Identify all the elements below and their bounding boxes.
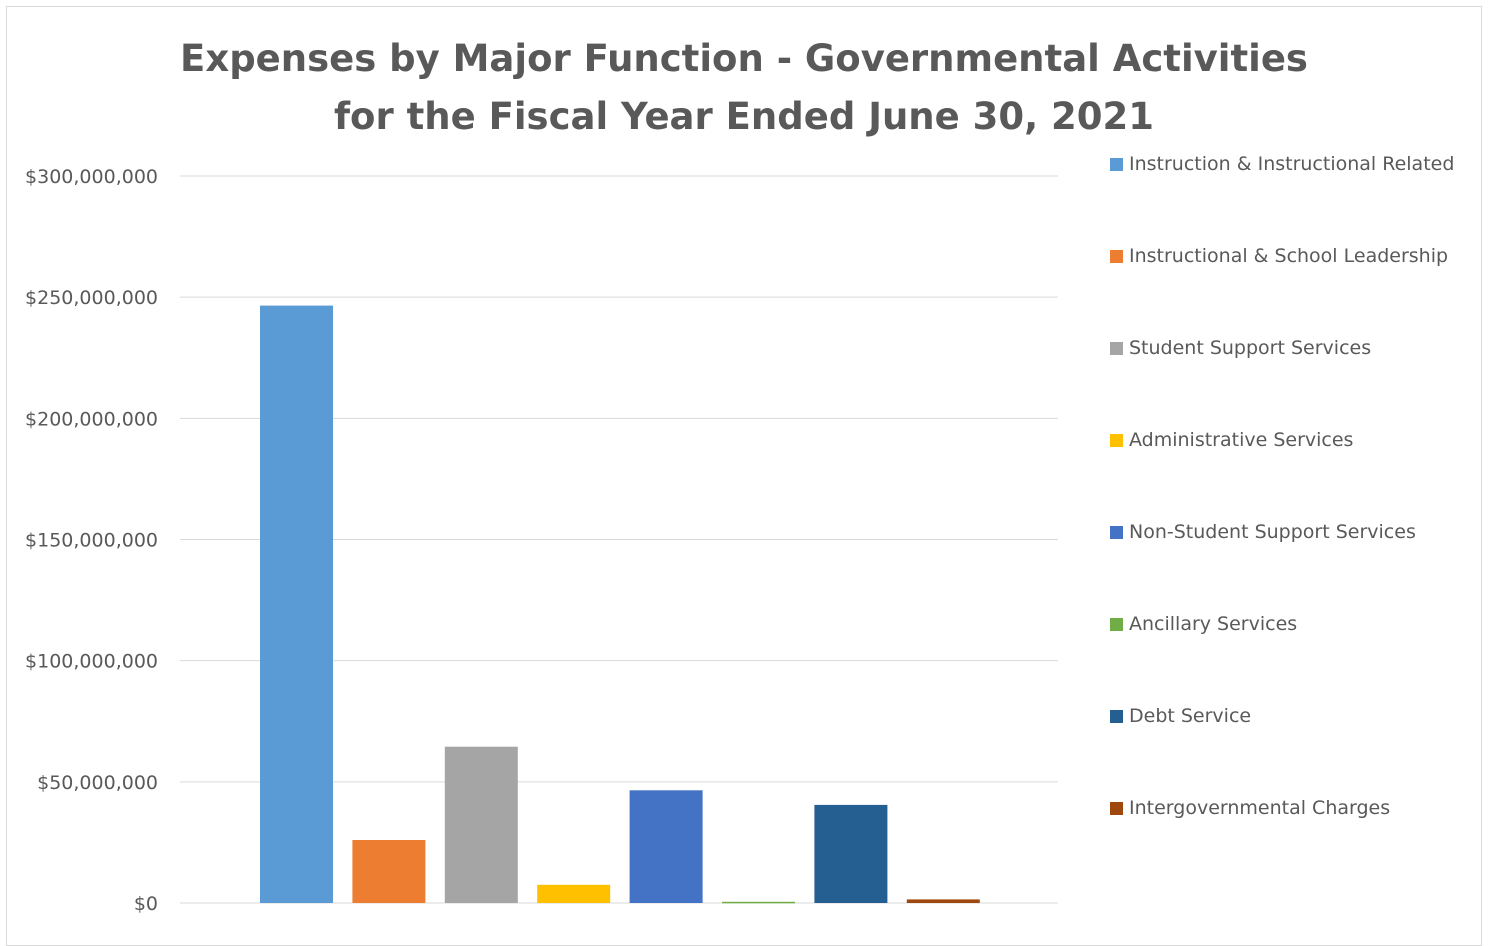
legend-label: Intergovernmental Charges xyxy=(1129,797,1391,819)
chart-area xyxy=(6,6,1482,946)
legend-swatch xyxy=(1110,157,1123,171)
legend-swatch xyxy=(1110,341,1123,355)
legend-label: Debt Service xyxy=(1129,705,1252,727)
legend-label: Student Support Services xyxy=(1129,337,1372,359)
y-axis-tick-labels: $0 $50,000,000 $100,000,000 $150,000,000 $20… xyxy=(25,166,158,915)
legend-item: Intergovernmental Charges xyxy=(1110,794,1390,822)
chart-title-line-2: for the Fiscal Year Ended June 30, 2021 xyxy=(333,95,1155,138)
y-tick-label: $300,000,000 xyxy=(25,166,158,188)
bar-student-support-services xyxy=(444,746,518,903)
legend-label: Instruction & Instructional Related xyxy=(1129,153,1455,175)
legend-item: Administrative Services xyxy=(1110,426,1353,454)
y-tick-label: $250,000,000 xyxy=(25,287,158,309)
legend-swatch xyxy=(1110,709,1123,723)
bar-administrative-services xyxy=(537,884,611,903)
y-tick-label: $200,000,000 xyxy=(25,408,158,430)
legend-swatch xyxy=(1110,617,1123,631)
legend-item: Student Support Services xyxy=(1110,334,1371,362)
legend-label: Instructional & School Leadership xyxy=(1129,245,1449,267)
bar-instruction-instructional-related xyxy=(260,305,333,904)
chart-title-line-1: Expenses by Major Function - Governmenta… xyxy=(180,37,1308,80)
bar-ancillary-services xyxy=(722,901,795,904)
legend-swatch xyxy=(1110,525,1123,539)
legend-label: Ancillary Services xyxy=(1129,613,1298,635)
legend-item: Instruction & Instructional Related xyxy=(1110,150,1454,178)
bar-instructional-school-leadership xyxy=(352,840,426,903)
legend-swatch xyxy=(1110,249,1123,263)
legend-label: Administrative Services xyxy=(1129,429,1354,451)
y-tick-label: $100,000,000 xyxy=(25,651,158,673)
y-tick-label: $150,000,000 xyxy=(25,530,158,552)
legend-swatch xyxy=(1110,433,1123,447)
legend-item: Instructional & School Leadership xyxy=(1110,242,1448,270)
legend-swatch xyxy=(1110,801,1123,815)
y-tick-label: $50,000,000 xyxy=(37,772,158,794)
bar-non-student-support-services xyxy=(629,790,703,903)
bars xyxy=(260,305,980,904)
bar-debt-service xyxy=(814,804,888,903)
chart-title: Expenses by Major Function - Governmenta… xyxy=(0,30,1488,146)
legend-item: Debt Service xyxy=(1110,702,1251,730)
y-tick-label: $0 xyxy=(134,893,158,915)
legend-label: Non-Student Support Services xyxy=(1129,521,1416,543)
legend-item: Non-Student Support Services xyxy=(1110,518,1416,546)
legend-item: Ancillary Services xyxy=(1110,610,1297,638)
bar-intergovernmental-charges xyxy=(906,899,980,903)
